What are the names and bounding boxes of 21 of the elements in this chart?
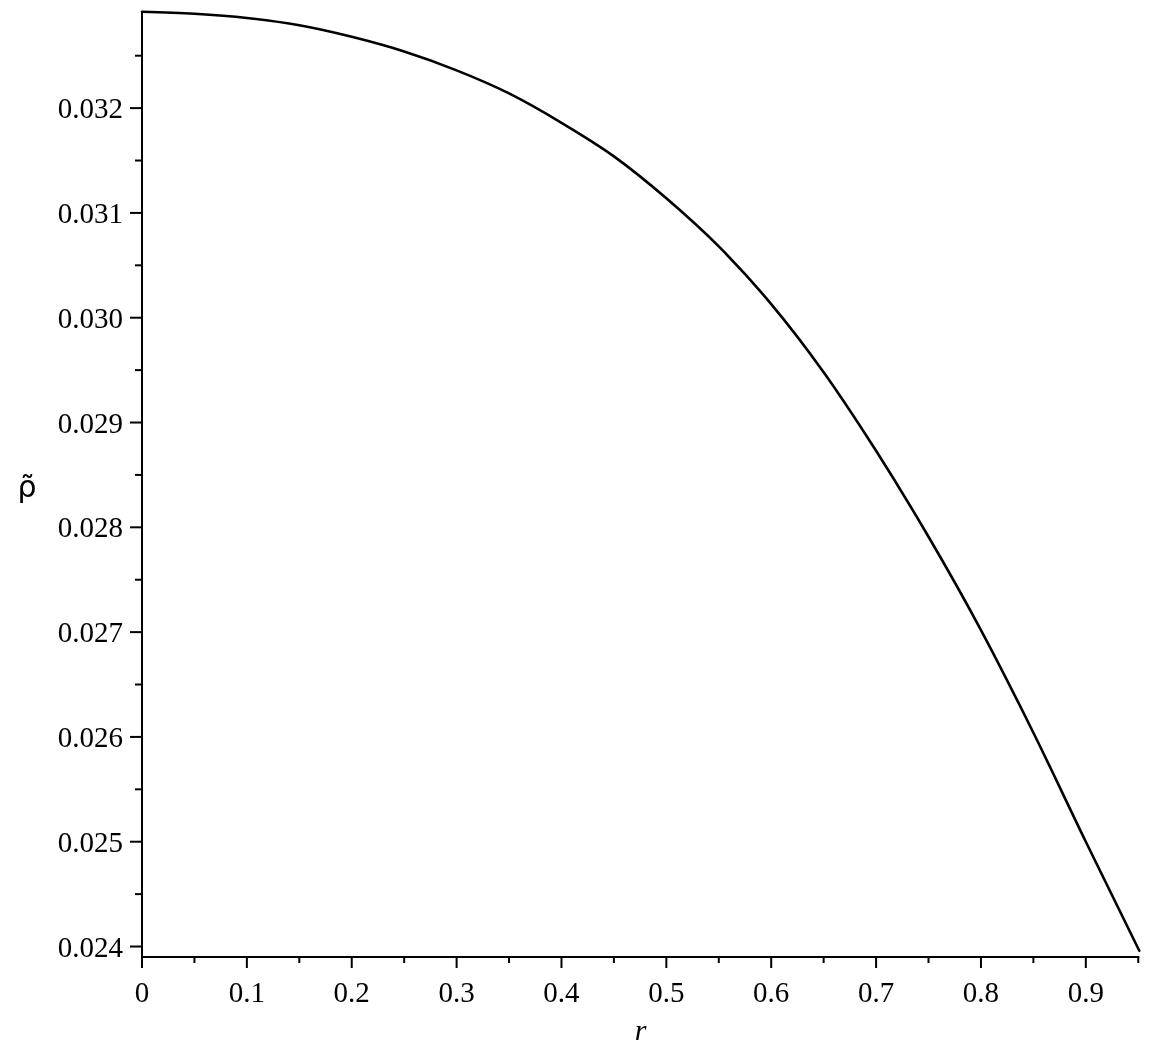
y-tick-label: 0.028 [57,511,123,544]
x-tick-label: 0.4 [543,976,581,1008]
y-tick-label: 0.029 [57,406,123,439]
x-tick-label: 0 [134,976,150,1008]
y-tick-label: 0.032 [57,92,123,125]
x-tick-label: 0.1 [228,976,265,1008]
x-tick-label: 0.8 [962,976,1000,1008]
x-tick-label: 0.5 [648,976,685,1008]
y-tick-label: 0.026 [57,721,123,754]
y-tick-label: 0.024 [57,930,124,963]
x-tick-label: 0.9 [1067,976,1104,1008]
y-axis-title: ρ̃ [17,469,37,504]
x-tick-label: 0.7 [857,976,895,1008]
x-tick-label: 0.2 [333,976,370,1008]
x-tick-label: 0.3 [438,976,475,1008]
x-tick-label: 0.6 [753,976,790,1008]
y-tick-label: 0.025 [57,825,123,858]
x-axis-title: r [634,1013,647,1046]
y-tick-label: 0.027 [57,616,123,649]
y-tick-label: 0.031 [57,197,123,230]
y-tick-label: 0.030 [57,301,123,334]
